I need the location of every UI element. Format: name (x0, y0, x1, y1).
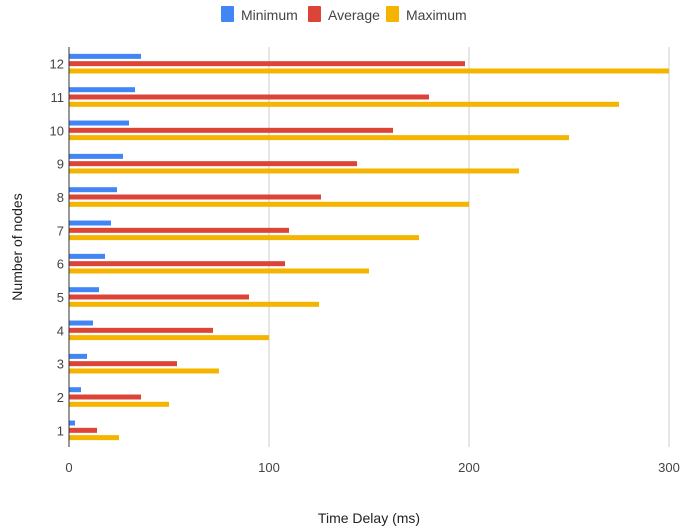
bar-average-11 (69, 94, 429, 100)
bar-maximum-11 (69, 101, 619, 107)
bar-maximum-8 (69, 201, 469, 207)
bar-minimum-10 (69, 120, 129, 126)
bar-maximum-5 (69, 301, 319, 307)
y-tick-label-6: 6 (57, 257, 64, 272)
x-axis-title: Time Delay (ms) (318, 510, 420, 526)
bar-average-8 (69, 194, 321, 200)
bar-average-2 (69, 394, 141, 400)
bar-minimum-12 (69, 53, 141, 59)
y-tick-label-9: 9 (57, 157, 64, 172)
legend-swatch-average (308, 6, 321, 22)
bar-average-3 (69, 361, 177, 367)
bar-average-10 (69, 127, 393, 133)
bar-average-7 (69, 227, 289, 233)
bar-minimum-5 (69, 287, 99, 293)
bar-average-1 (69, 427, 97, 433)
bar-minimum-7 (69, 220, 111, 226)
legend-label-minimum: Minimum (241, 7, 298, 23)
x-tick-label-100: 100 (258, 460, 280, 475)
bar-maximum-10 (69, 135, 569, 141)
y-tick-label-8: 8 (57, 190, 64, 205)
legend: Minimum Average Maximum (221, 6, 467, 23)
bar-maximum-7 (69, 235, 419, 241)
y-tick-label-3: 3 (57, 357, 64, 372)
y-tick-label-10: 10 (50, 123, 64, 138)
bar-maximum-12 (69, 68, 669, 74)
bar-average-6 (69, 261, 285, 267)
bar-minimum-6 (69, 253, 105, 259)
y-tick-label-4: 4 (57, 323, 64, 338)
y-axis-title: Number of nodes (9, 193, 25, 300)
legend-swatch-maximum (386, 6, 399, 22)
bar-average-9 (69, 161, 357, 167)
y-tick-label-12: 12 (50, 57, 64, 72)
gridlines (268, 47, 670, 447)
x-tick-label-200: 200 (458, 460, 480, 475)
bars (69, 53, 669, 441)
bar-minimum-1 (69, 420, 75, 426)
bar-minimum-2 (69, 387, 81, 393)
legend-swatch-minimum (221, 6, 234, 22)
y-tick-label-7: 7 (57, 223, 64, 238)
bar-maximum-3 (69, 368, 219, 374)
bar-minimum-8 (69, 187, 117, 193)
bar-minimum-4 (69, 320, 93, 326)
bar-average-4 (69, 327, 213, 333)
x-tick-label-300: 300 (658, 460, 680, 475)
legend-label-maximum: Maximum (406, 7, 467, 23)
bar-maximum-6 (69, 268, 369, 274)
bar-minimum-11 (69, 87, 135, 93)
y-tick-label-11: 11 (51, 90, 65, 105)
bar-maximum-9 (69, 168, 519, 174)
bar-average-12 (69, 61, 465, 67)
bar-maximum-2 (69, 401, 169, 407)
bar-average-5 (69, 294, 249, 300)
x-tick-label-0: 0 (65, 460, 72, 475)
bar-maximum-4 (69, 335, 269, 341)
bar-maximum-1 (69, 435, 119, 441)
bar-minimum-3 (69, 353, 87, 359)
bar-minimum-9 (69, 153, 123, 159)
legend-label-average: Average (328, 7, 380, 23)
y-tick-label-5: 5 (57, 290, 64, 305)
y-tick-label-1: 1 (57, 423, 64, 438)
x-axis-ticks: 0 100 200 300 (65, 460, 679, 475)
y-tick-label-2: 2 (57, 390, 64, 405)
